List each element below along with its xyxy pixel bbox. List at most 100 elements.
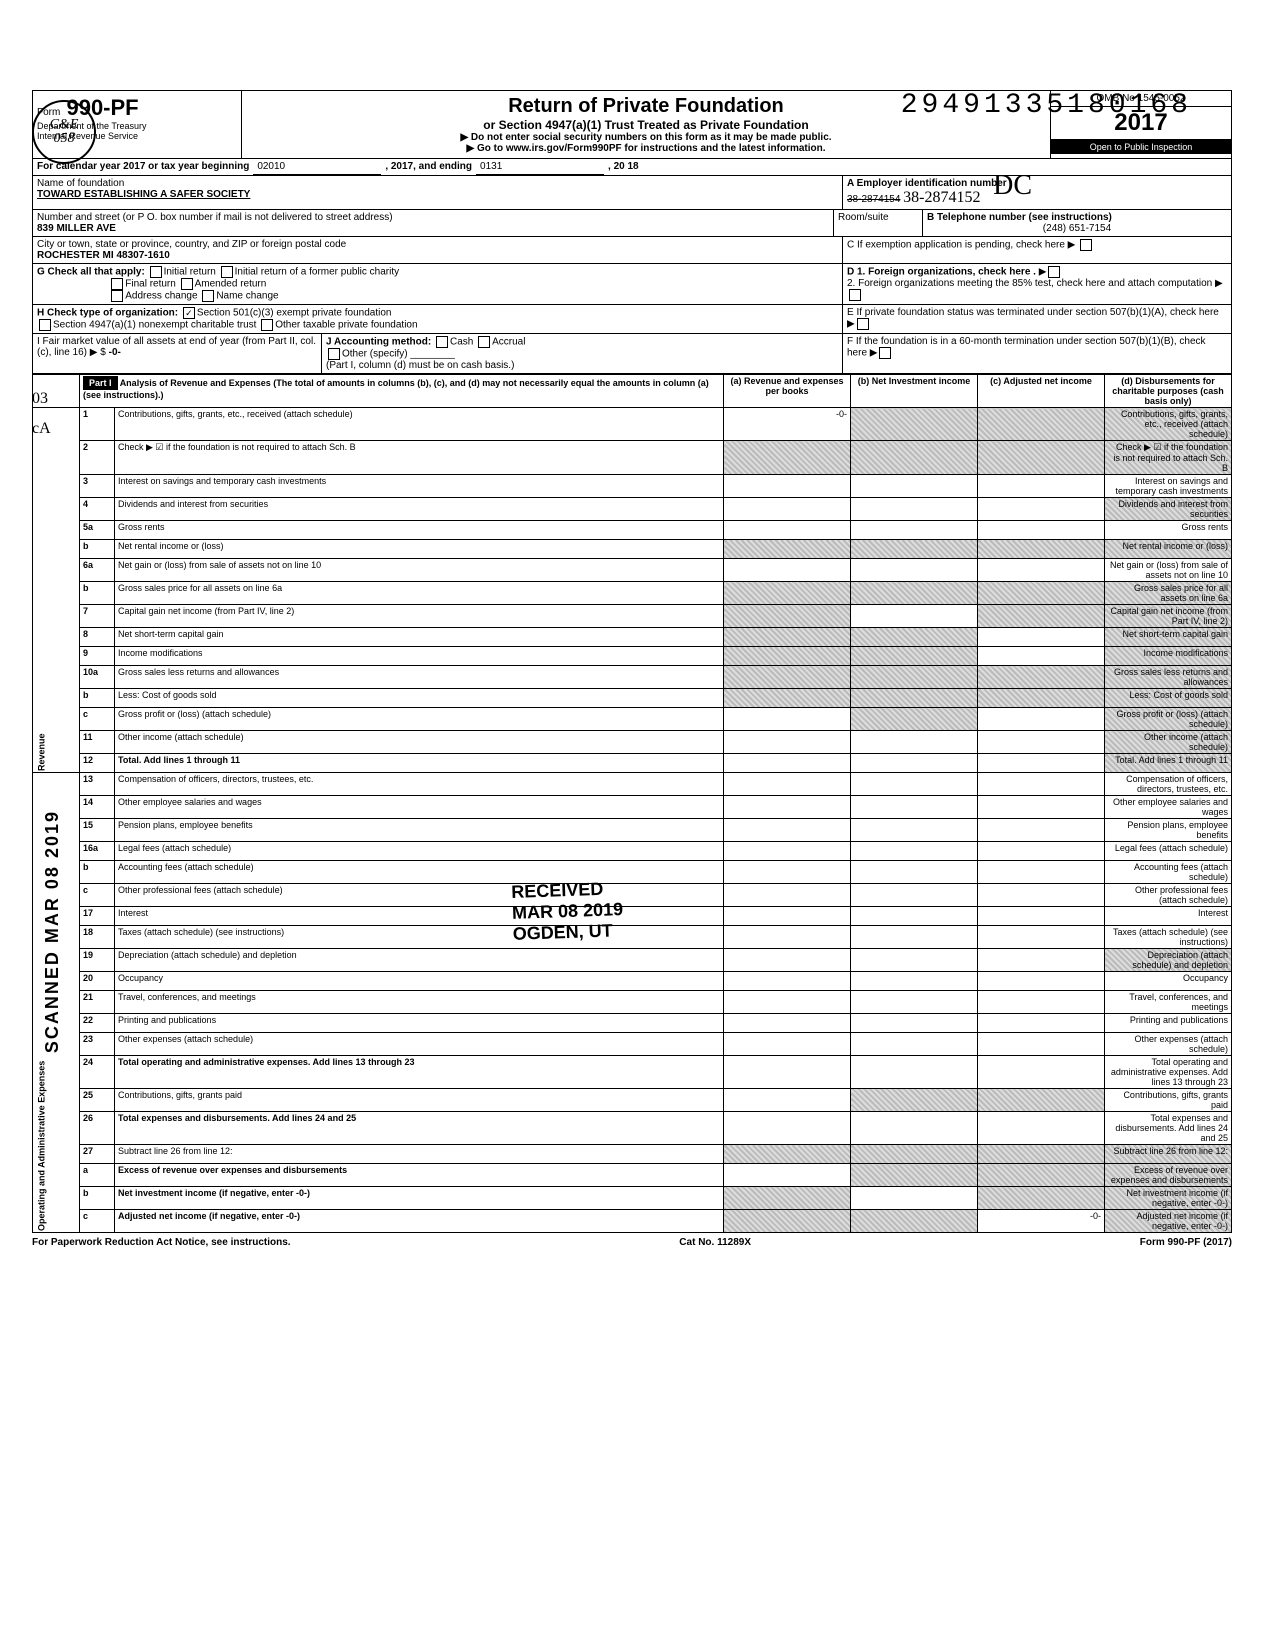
cell-c[interactable]: [978, 861, 1105, 884]
cell-c[interactable]: [978, 605, 1105, 628]
j-accrual[interactable]: [478, 336, 490, 348]
cell-c[interactable]: -0-: [978, 1210, 1105, 1233]
cell-d[interactable]: Travel, conferences, and meetings: [1105, 991, 1232, 1014]
cell-c[interactable]: [978, 884, 1105, 907]
cell-c[interactable]: [978, 559, 1105, 582]
street-address[interactable]: 839 MILLER AVE: [37, 223, 829, 234]
cell-b[interactable]: [851, 731, 978, 754]
cell-a[interactable]: [724, 498, 851, 521]
cell-a[interactable]: [724, 1014, 851, 1033]
period-end[interactable]: 0131: [476, 159, 604, 175]
cell-a[interactable]: [724, 926, 851, 949]
g-amended[interactable]: [181, 278, 193, 290]
cell-a[interactable]: [724, 540, 851, 559]
cell-d[interactable]: Less: Cost of goods sold: [1105, 689, 1232, 708]
cell-d[interactable]: Capital gain net income (from Part IV, l…: [1105, 605, 1232, 628]
cell-a[interactable]: [724, 647, 851, 666]
cell-d[interactable]: Total operating and administrative expen…: [1105, 1056, 1232, 1089]
g-addr[interactable]: [111, 290, 123, 302]
cell-c[interactable]: [978, 754, 1105, 773]
cell-d[interactable]: Subtract line 26 from line 12:: [1105, 1145, 1232, 1164]
cell-b[interactable]: [851, 926, 978, 949]
cell-b[interactable]: [851, 1187, 978, 1210]
cell-b[interactable]: [851, 907, 978, 926]
period-begin[interactable]: 02010: [253, 159, 381, 175]
cell-b[interactable]: [851, 991, 978, 1014]
cell-c[interactable]: [978, 408, 1105, 441]
cell-a[interactable]: [724, 796, 851, 819]
cell-d[interactable]: Net investment income (if negative, ente…: [1105, 1187, 1232, 1210]
cell-d[interactable]: Gross profit or (loss) (attach schedule): [1105, 708, 1232, 731]
cell-d[interactable]: Other income (attach schedule): [1105, 731, 1232, 754]
city-value[interactable]: ROCHESTER MI 48307-1610: [37, 250, 838, 261]
cell-d[interactable]: Total expenses and disbursements. Add li…: [1105, 1112, 1232, 1145]
cell-b[interactable]: [851, 819, 978, 842]
cell-b[interactable]: [851, 861, 978, 884]
cell-b[interactable]: [851, 796, 978, 819]
cell-a[interactable]: [724, 754, 851, 773]
cell-c[interactable]: [978, 796, 1105, 819]
cell-d[interactable]: Pension plans, employee benefits: [1105, 819, 1232, 842]
cell-d[interactable]: Excess of revenue over expenses and disb…: [1105, 1164, 1232, 1187]
cell-c[interactable]: [978, 972, 1105, 991]
cell-c[interactable]: [978, 708, 1105, 731]
cell-c[interactable]: [978, 475, 1105, 498]
cell-a[interactable]: [724, 521, 851, 540]
cell-b[interactable]: [851, 559, 978, 582]
cell-b[interactable]: [851, 582, 978, 605]
cell-c[interactable]: [978, 1014, 1105, 1033]
cell-a[interactable]: [724, 475, 851, 498]
cell-a[interactable]: [724, 949, 851, 972]
cell-b[interactable]: [851, 666, 978, 689]
cell-a[interactable]: [724, 1164, 851, 1187]
cell-d[interactable]: Compensation of officers, directors, tru…: [1105, 773, 1232, 796]
cell-b[interactable]: [851, 754, 978, 773]
j-other[interactable]: [328, 348, 340, 360]
cell-c[interactable]: [978, 1089, 1105, 1112]
cell-b[interactable]: [851, 1112, 978, 1145]
I-value[interactable]: -0-: [109, 347, 121, 358]
cell-a[interactable]: [724, 1056, 851, 1089]
cell-d[interactable]: Taxes (attach schedule) (see instruction…: [1105, 926, 1232, 949]
cell-b[interactable]: [851, 1089, 978, 1112]
cell-d[interactable]: Legal fees (attach schedule): [1105, 842, 1232, 861]
cell-d[interactable]: Printing and publications: [1105, 1014, 1232, 1033]
cell-a[interactable]: [724, 861, 851, 884]
cell-a[interactable]: [724, 1210, 851, 1233]
cell-c[interactable]: [978, 926, 1105, 949]
cell-a[interactable]: [724, 605, 851, 628]
cell-a[interactable]: [724, 582, 851, 605]
cell-c[interactable]: [978, 582, 1105, 605]
cell-c[interactable]: [978, 628, 1105, 647]
cell-c[interactable]: [978, 540, 1105, 559]
cell-c[interactable]: [978, 441, 1105, 475]
cell-c[interactable]: [978, 842, 1105, 861]
cell-a[interactable]: [724, 991, 851, 1014]
g-final[interactable]: [111, 278, 123, 290]
cell-b[interactable]: [851, 628, 978, 647]
cell-b[interactable]: [851, 408, 978, 441]
cell-c[interactable]: [978, 991, 1105, 1014]
cell-a[interactable]: [724, 907, 851, 926]
cell-a[interactable]: [724, 842, 851, 861]
cell-b[interactable]: [851, 647, 978, 666]
phone-value[interactable]: (248) 651-7154: [927, 223, 1227, 234]
cell-d[interactable]: Occupancy: [1105, 972, 1232, 991]
cell-a[interactable]: [724, 972, 851, 991]
cell-b[interactable]: [851, 1033, 978, 1056]
cell-d[interactable]: Gross rents: [1105, 521, 1232, 540]
cell-c[interactable]: [978, 773, 1105, 796]
f-check[interactable]: [879, 347, 891, 359]
cell-c[interactable]: [978, 1112, 1105, 1145]
cell-a[interactable]: [724, 559, 851, 582]
cell-d[interactable]: Net short-term capital gain: [1105, 628, 1232, 647]
j-cash[interactable]: [436, 336, 448, 348]
cell-b[interactable]: [851, 1014, 978, 1033]
cell-d[interactable]: Accounting fees (attach schedule): [1105, 861, 1232, 884]
cell-a[interactable]: -0-: [724, 408, 851, 441]
cell-d[interactable]: Other expenses (attach schedule): [1105, 1033, 1232, 1056]
cell-b[interactable]: [851, 475, 978, 498]
cell-c[interactable]: [978, 1187, 1105, 1210]
cell-d[interactable]: Interest: [1105, 907, 1232, 926]
cell-a[interactable]: [724, 666, 851, 689]
